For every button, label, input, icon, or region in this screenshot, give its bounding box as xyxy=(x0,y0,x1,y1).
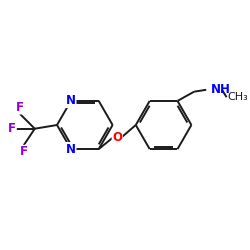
Text: CH₃: CH₃ xyxy=(228,92,248,102)
Text: F: F xyxy=(16,101,24,114)
Text: F: F xyxy=(20,146,28,158)
Text: N: N xyxy=(66,94,76,108)
Text: N: N xyxy=(66,142,76,156)
Text: O: O xyxy=(112,130,122,143)
Text: F: F xyxy=(8,122,16,135)
Text: NH: NH xyxy=(211,83,231,96)
